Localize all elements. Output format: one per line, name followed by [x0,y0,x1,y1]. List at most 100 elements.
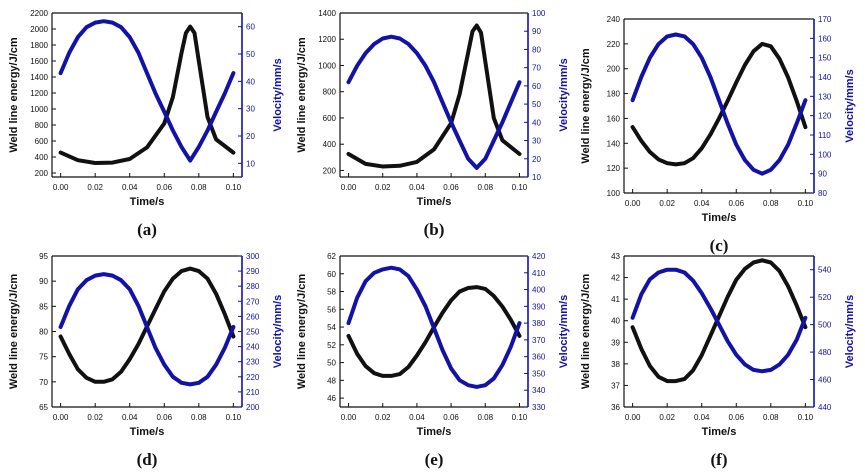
y2-tick-label: 200 [246,403,260,412]
y2-tick-label: 110 [818,131,831,140]
y2-tick-label: 250 [246,328,260,337]
y-tick-label: 400 [35,153,49,162]
y2-tick-label: 520 [818,293,832,302]
y-axis-title: Weld line energy/J/cm [296,37,308,153]
y-tick-label: 1000 [30,105,48,114]
panel-caption: (d) [137,450,158,469]
y-tick-label: 39 [611,338,620,347]
x-tick-label: 0.08 [191,183,207,192]
y2-tick-label: 270 [246,297,260,306]
y2-axis-title: Velocity/mm/s [844,69,856,142]
y2-tick-label: 90 [818,170,827,179]
y-tick-label: 200 [323,166,337,175]
x-tick-label: 0.10 [512,183,528,192]
x-tick-label: 0.08 [191,413,207,422]
x-tick-label: 0.00 [341,183,357,192]
y2-tick-label: 420 [532,252,546,261]
y-tick-label: 42 [611,274,620,283]
y-tick-label: 1000 [318,61,336,70]
x-tick-label: 0.10 [512,413,528,422]
x-tick-label: 0.00 [341,413,357,422]
panel-caption: (e) [425,450,444,469]
y-tick-label: 2200 [30,9,48,18]
x-axis-title: Time/s [130,196,165,208]
y2-tick-label: 260 [246,312,260,321]
y2-tick-label: 90 [532,27,541,36]
chart-panel: 0.00 0.02 0.04 0.06 0.08 0.10 65 70 75 80 85 90 95 20… [8,252,284,469]
x-tick-label: 0.02 [375,183,391,192]
velocity-series-line [630,267,808,374]
y2-axis-title: Velocity/mm/s [844,295,856,368]
x-tick-label: 0.06 [443,183,459,192]
y-tick-label: 85 [39,302,48,311]
y-axis-title: Weld line energy/J/cm [580,48,592,164]
x-axis-title: Time/s [417,426,452,438]
x-tick-label: 0.02 [87,413,103,422]
x-tick-label: 0.02 [375,413,391,422]
panel-caption: (b) [424,220,445,239]
x-axis-title: Time/s [417,196,452,208]
panel-caption: (f) [711,450,728,469]
y-tick-label: 43 [611,252,620,261]
y-tick-label: 80 [39,328,48,337]
x-tick-label: 0.06 [156,183,172,192]
y-tick-label: 1600 [30,57,48,66]
y-tick-label: 40 [611,317,620,326]
y-tick-label: 60 [327,270,336,279]
y2-tick-label: 210 [246,388,260,397]
y-tick-label: 200 [35,169,49,178]
y2-tick-label: 280 [246,282,260,291]
y2-tick-label: 350 [532,369,546,378]
x-tick-label: 0.08 [763,199,779,208]
y2-tick-label: 240 [246,343,260,352]
y-tick-label: 140 [607,139,621,148]
energy-series-line [630,258,808,384]
x-tick-label: 0.00 [53,183,69,192]
x-tick-label: 0.04 [694,413,710,422]
y-tick-label: 400 [323,140,337,149]
y-tick-label: 46 [327,394,336,403]
y2-tick-label: 130 [818,92,832,101]
y-tick-label: 1200 [318,35,336,44]
x-tick-label: 0.00 [625,199,641,208]
energy-series-line [58,24,236,165]
y-tick-label: 2000 [30,25,48,34]
y-tick-label: 100 [607,189,621,198]
x-tick-label: 0.04 [122,183,138,192]
y-tick-label: 56 [327,305,336,314]
chart-panel: 0.00 0.02 0.04 0.06 0.08 0.10 46 48 50 52 54 56 58 60… [296,252,570,469]
y-tick-label: 180 [607,90,621,99]
y2-tick-label: 30 [532,137,541,146]
y2-axis-title: Velocity/mm/s [272,295,284,368]
y-tick-label: 70 [39,378,48,387]
panel-caption: (c) [710,236,729,255]
y-tick-label: 50 [327,359,336,368]
y-tick-label: 48 [327,376,336,385]
y2-tick-label: 80 [818,189,827,198]
velocity-series-line [346,265,522,389]
velocity-series-line [58,19,236,163]
y2-tick-label: 330 [532,403,546,412]
x-tick-label: 0.08 [763,413,779,422]
y2-tick-label: 230 [246,358,260,367]
y-tick-label: 240 [607,15,621,24]
chart-panel: 0.00 0.02 0.04 0.06 0.08 0.10 36 37 38 39 40 41 42 43… [580,252,856,469]
energy-series-line [630,41,808,167]
x-tick-label: 0.08 [477,183,493,192]
y-tick-label: 600 [35,137,49,146]
y2-tick-label: 50 [532,100,541,109]
chart-panel: 0.00 0.02 0.04 0.06 0.08 0.10 200 400 600 800 1000… [8,9,284,239]
x-tick-label: 0.06 [443,413,459,422]
y2-tick-label: 20 [532,155,541,164]
x-tick-label: 0.04 [694,199,710,208]
x-tick-label: 0.06 [728,413,744,422]
y-tick-label: 36 [611,403,620,412]
chart-panel: 0.00 0.02 0.04 0.06 0.08 0.10 200 400 600 800 1000… [296,9,570,239]
y2-tick-label: 10 [246,159,255,168]
y2-tick-label: 170 [818,15,832,24]
y2-tick-label: 50 [246,50,255,59]
y-tick-label: 220 [607,40,621,49]
x-axis-title: Time/s [702,212,737,224]
y2-tick-label: 480 [818,348,832,357]
